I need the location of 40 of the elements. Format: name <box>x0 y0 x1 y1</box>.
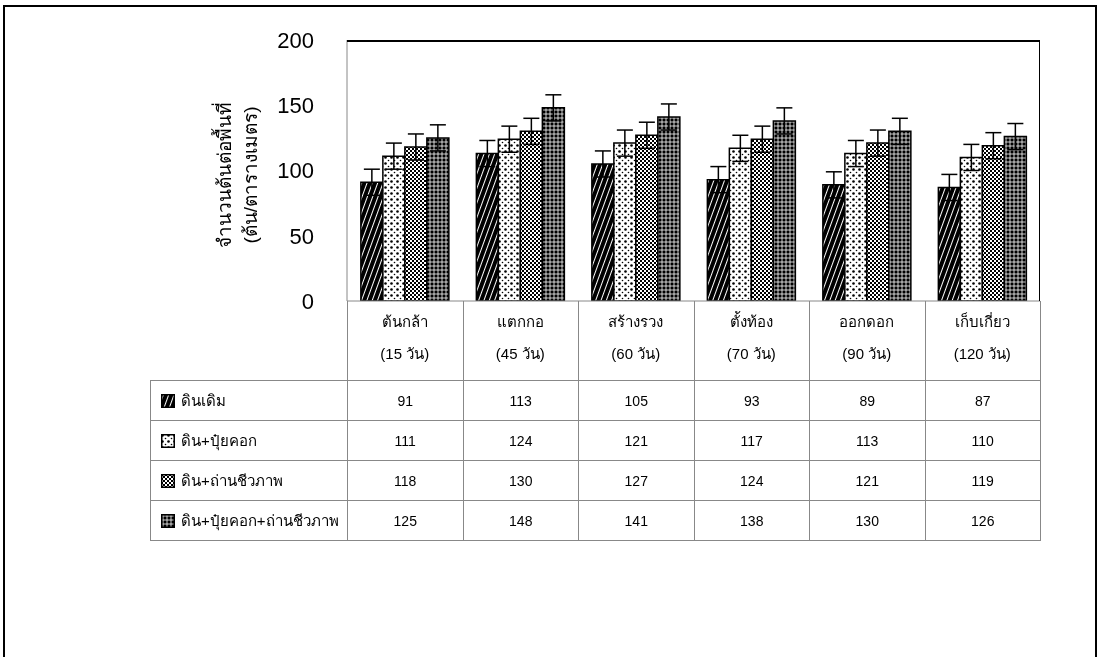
x-tick-label: สร้างรวง (60 วัน) <box>608 313 664 362</box>
y-axis-title: จำนวนต้นต่อพื้นที่ (ต้น/ตารางเมตร) <box>213 101 262 250</box>
data-label: 121 <box>578 420 694 461</box>
legend-label: ดิน+ปุ๋ยคอก+ถ่านชีวภาพ <box>180 511 339 529</box>
data-label: 113 <box>809 420 925 461</box>
data-label: 111 <box>347 420 463 461</box>
data-label: 118 <box>347 460 463 501</box>
x-tick-label: ตั้งท้อง (70 วัน) <box>726 311 776 362</box>
data-label: 119 <box>925 460 1041 501</box>
data-label: 89 <box>809 380 925 421</box>
data-label: 113 <box>463 380 579 421</box>
data-label: 93 <box>694 380 810 421</box>
y-tick-label: 0 <box>301 288 314 314</box>
data-label: 141 <box>578 500 694 541</box>
y-tick-label: 100 <box>277 158 314 184</box>
data-label: 117 <box>694 420 810 461</box>
data-label: 126 <box>925 500 1041 541</box>
data-label: 124 <box>463 420 579 461</box>
data-label: 121 <box>809 460 925 501</box>
x-tick-label: เก็บเกี่ยว (120 วัน) <box>953 311 1011 362</box>
data-label: 124 <box>694 460 810 501</box>
legend-label: ดิน+ถ่านชีวภาพ <box>180 471 283 489</box>
y-tick-label: 150 <box>277 93 314 119</box>
x-tick-label: ต้นกล้า (15 วัน) <box>380 313 430 362</box>
data-label: 148 <box>463 500 579 541</box>
x-tick-label: แตกกอ (45 วัน) <box>495 313 545 362</box>
y-tick-label: 50 <box>289 223 314 249</box>
data-label: 130 <box>463 460 579 501</box>
x-tick-label: ออกดอก (90 วัน) <box>839 313 895 362</box>
legend-label: ดิน+ปุ๋ยคอก <box>180 431 257 449</box>
data-label: 127 <box>578 460 694 501</box>
data-label: 91 <box>347 380 463 421</box>
data-label: 105 <box>578 380 694 421</box>
data-label: 130 <box>809 500 925 541</box>
legend-label: ดินเดิม <box>180 391 226 409</box>
data-label: 125 <box>347 500 463 541</box>
data-label: 138 <box>694 500 810 541</box>
y-tick-label: 200 <box>277 27 314 53</box>
data-label: 110 <box>925 420 1041 461</box>
data-label: 87 <box>925 380 1041 421</box>
